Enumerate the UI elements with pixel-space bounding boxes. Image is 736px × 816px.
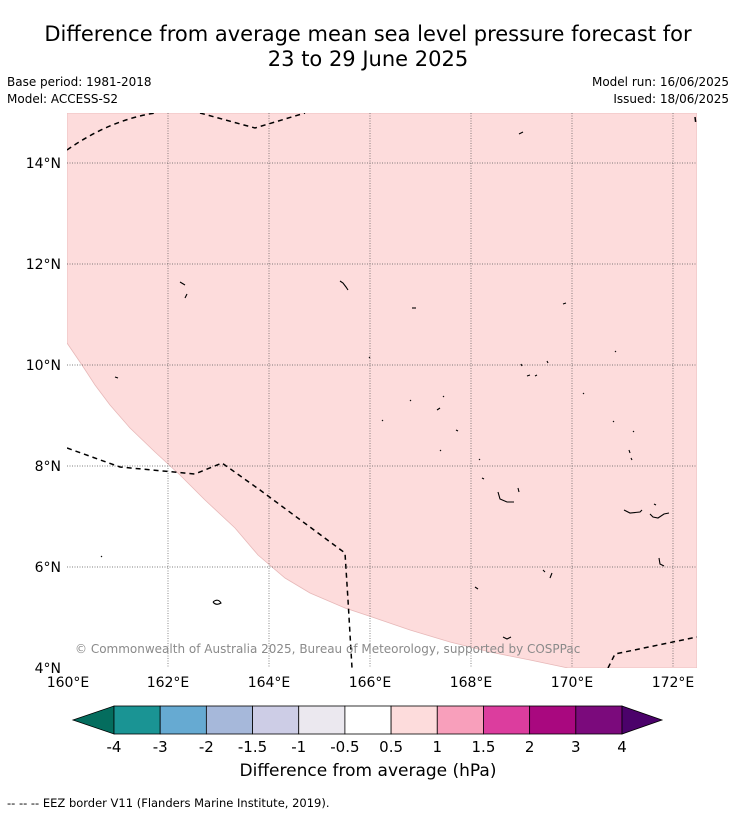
lat-label: 6°N xyxy=(35,560,61,576)
colorbar-swatch xyxy=(298,705,346,735)
colorbar-swatch xyxy=(252,705,300,735)
colorbar-swatch xyxy=(529,705,577,735)
title-line-1: Difference from average mean sea level p… xyxy=(44,22,692,46)
colorbar-swatch xyxy=(483,705,531,735)
model-name: Model: ACCESS-S2 xyxy=(7,92,119,106)
eez-borders xyxy=(67,113,697,668)
chart-title: Difference from average mean sea level p… xyxy=(0,22,736,72)
colorbar-tick-label: 4 xyxy=(617,738,627,756)
colorbar-extend-low xyxy=(71,705,115,735)
lon-label: 172°E xyxy=(652,675,695,691)
colorbar: -4 -3 -2 -1.5 -1 -0.5 0.5 1 1.5 2 3 4 xyxy=(71,705,664,756)
base-period: Base period: 1981-2018 xyxy=(7,75,152,89)
eez-legend-text: EEZ border V11 (Flanders Marine Institut… xyxy=(42,796,330,810)
colorbar-tick-label: 0.5 xyxy=(379,738,403,756)
colorbar-swatch xyxy=(436,705,484,735)
title-line-2: 23 to 29 June 2025 xyxy=(267,47,469,71)
colorbar-swatch xyxy=(575,705,623,735)
colorbar-tick-label: -4 xyxy=(107,738,122,756)
colorbar-tick-label: 2 xyxy=(525,738,535,756)
colorbar-tick-label: -1.5 xyxy=(238,738,267,756)
lat-label: 4°N xyxy=(35,661,61,677)
colorbar-extend-high xyxy=(621,705,664,735)
lon-label: 160°E xyxy=(47,675,90,691)
meta-left: Base period: 1981-2018 Model: ACCESS-S2 xyxy=(7,74,152,108)
colorbar-tick-label: -1 xyxy=(291,738,306,756)
colorbar-swatch xyxy=(344,705,392,735)
lon-label: 170°E xyxy=(551,675,594,691)
colorbar-tick-label: -3 xyxy=(153,738,168,756)
lon-label: 168°E xyxy=(450,675,493,691)
colorbar-swatch xyxy=(113,705,161,735)
meta-right: Model run: 16/06/2025 Issued: 18/06/2025 xyxy=(592,74,729,108)
colorbar-swatch xyxy=(159,705,207,735)
lat-axis: 14°N 12°N 10°N 8°N 6°N 4°N xyxy=(26,156,61,677)
lat-label: 10°N xyxy=(26,358,61,374)
colorbar-swatches xyxy=(113,705,623,735)
map-area: © Commonwealth of Australia 2025, Bureau… xyxy=(67,113,697,668)
pressure-anomaly-region xyxy=(67,113,697,668)
model-run: Model run: 16/06/2025 xyxy=(591,75,729,89)
eez-line-symbol: -- -- -- xyxy=(7,796,40,810)
lat-label: 14°N xyxy=(26,156,61,172)
colorbar-tick-label: 1.5 xyxy=(472,738,496,756)
colorbar-title: Difference from average (hPa) xyxy=(239,761,497,781)
eez-legend: -- -- -- EEZ border V11 (Flanders Marine… xyxy=(7,796,330,810)
lon-axis: 160°E 162°E 164°E 166°E 168°E 170°E 172°… xyxy=(47,675,695,691)
colorbar-tick-label: 3 xyxy=(571,738,581,756)
graticule xyxy=(67,113,697,668)
issued-date: Issued: 18/06/2025 xyxy=(613,92,729,106)
lon-label: 164°E xyxy=(248,675,291,691)
colorbar-ticks: -4 -3 -2 -1.5 -1 -0.5 0.5 1 1.5 2 3 4 xyxy=(107,738,627,756)
colorbar-tick-label: 1 xyxy=(432,738,442,756)
colorbar-tick-label: -0.5 xyxy=(330,738,359,756)
colorbar-swatch xyxy=(390,705,438,735)
copyright-notice: © Commonwealth of Australia 2025, Bureau… xyxy=(75,642,580,656)
lon-label: 166°E xyxy=(349,675,392,691)
colorbar-swatch xyxy=(205,705,253,735)
lat-label: 8°N xyxy=(35,459,61,475)
islands xyxy=(100,131,670,640)
lon-label: 162°E xyxy=(147,675,190,691)
colorbar-tick-label: -2 xyxy=(199,738,214,756)
lat-label: 12°N xyxy=(26,257,61,273)
